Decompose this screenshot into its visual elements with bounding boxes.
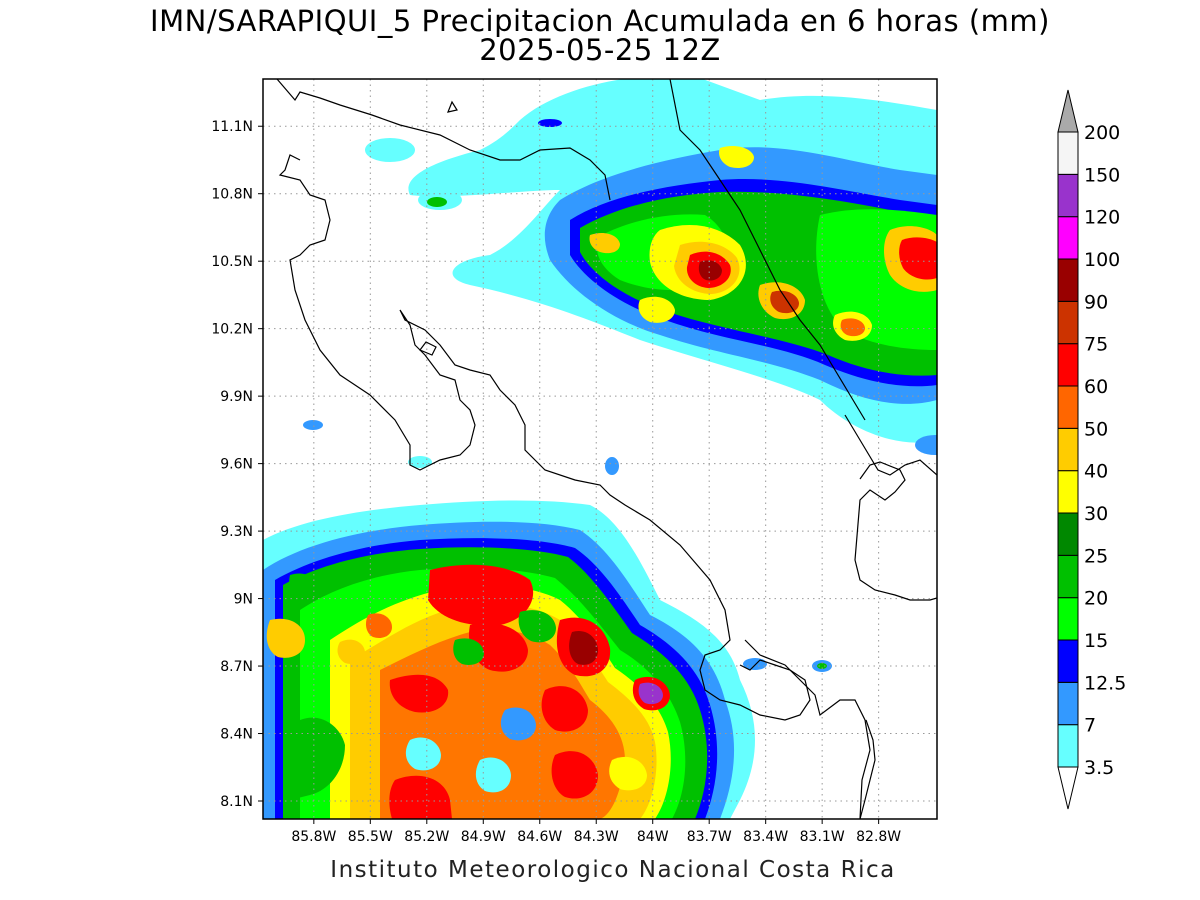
lon-tick-label: 83.1W [800,829,845,845]
colorbar-under-triangle [1057,766,1079,810]
coastline-guanacaste [278,154,811,721]
colorbar-label: 50 [1084,418,1108,440]
colorbar-box [1057,131,1079,175]
coastline-nicaragua-north [276,79,611,201]
colorbar-label: 30 [1084,503,1108,525]
colorbar-box [1057,681,1079,726]
map-frame [262,78,938,820]
colorbar-box [1057,385,1079,429]
lon-tick-label: 82.8W [856,829,901,845]
colorbar-label: 12.5 [1084,672,1126,694]
lat-tick-label: 8.1N [220,794,253,810]
colorbar: 3.5 7 12.5 15 20 25 30 40 50 60 75 90 100 120 150 200 [1057,89,1126,810]
lon-tick-label: 84.6W [517,829,562,845]
colorbar-box [1057,216,1079,260]
lat-tick-label: 10.2N [211,322,253,338]
longitude-axis: 85.8W 85.5W 85.2W 84.9W 84.6W 84.3W 84W 83.7W 83… [291,819,901,845]
latitude-axis: 11.1N 10.8N 10.5N 10.2N 9.9N 9.6N 9.3N 9N 8.7N 8.… [211,119,263,810]
colorbar-label: 100 [1084,249,1120,271]
lon-tick-label: 85.8W [291,829,336,845]
colorbar-label: 15 [1084,630,1108,652]
island-gulf-nicoya [419,341,437,356]
lat-tick-label: 8.4N [220,727,253,743]
coastline-panama-west [854,461,937,601]
lat-tick-label: 8.7N [220,659,253,675]
coastline-caribbean [669,79,866,421]
island-nicaragua-lake [447,100,458,113]
map-gridlines [263,79,937,819]
colorbar-box [1057,639,1079,683]
lon-tick-label: 85.2W [404,829,449,845]
colorbar-box [1057,343,1079,387]
credit-text: Instituto Meteorologico Nacional Costa R… [330,857,895,883]
lat-tick-label: 10.5N [211,254,253,270]
colorbar-over-triangle [1057,89,1079,133]
colorbar-label: 25 [1084,545,1108,567]
colorbar-box [1057,173,1079,218]
lon-tick-label: 84.9W [461,829,506,845]
lat-tick-label: 9N [234,592,253,608]
colorbar-box [1057,724,1079,768]
colorbar-box [1057,512,1079,556]
map-title: IMN/SARAPIQUI_5 Precipitacion Acumulada … [150,4,1050,38]
lat-tick-label: 9.9N [220,389,253,405]
colorbar-label: 3.5 [1084,757,1114,779]
colorbar-box [1057,597,1079,641]
lon-tick-label: 83.7W [687,829,732,845]
colorbar-label: 200 [1084,122,1120,144]
lat-tick-label: 9.6N [220,457,253,473]
colorbar-label: 60 [1084,376,1108,398]
border-costa-rica-panama [844,414,937,476]
colorbar-label: 20 [1084,588,1108,610]
colorbar-label: 40 [1084,461,1108,483]
coastline-osa-peninsula [744,639,871,819]
colorbar-label: 7 [1084,715,1096,737]
colorbar-box [1057,470,1079,514]
lon-tick-label: 84.3W [574,829,619,845]
lon-tick-label: 84W [637,829,669,845]
colorbar-label: 90 [1084,291,1108,313]
colorbar-box [1057,258,1079,302]
lat-tick-label: 11.1N [211,119,253,135]
lon-tick-label: 83.4W [743,829,788,845]
colorbar-label: 150 [1084,164,1120,186]
rain-mass-south [263,500,755,819]
coastline-panama-pacific [859,719,876,819]
colorbar-label: 120 [1084,207,1120,229]
colorbar-box [1057,300,1079,345]
lat-tick-label: 9.3N [220,524,253,540]
colorbar-box [1057,554,1079,599]
coastlines-and-borders [276,79,937,819]
lat-tick-label: 10.8N [211,187,253,203]
map-subtitle-datetime: 2025-05-25 12Z [479,33,721,67]
lon-tick-label: 85.5W [348,829,393,845]
colorbar-label: 75 [1084,334,1108,356]
colorbar-box [1057,427,1079,472]
